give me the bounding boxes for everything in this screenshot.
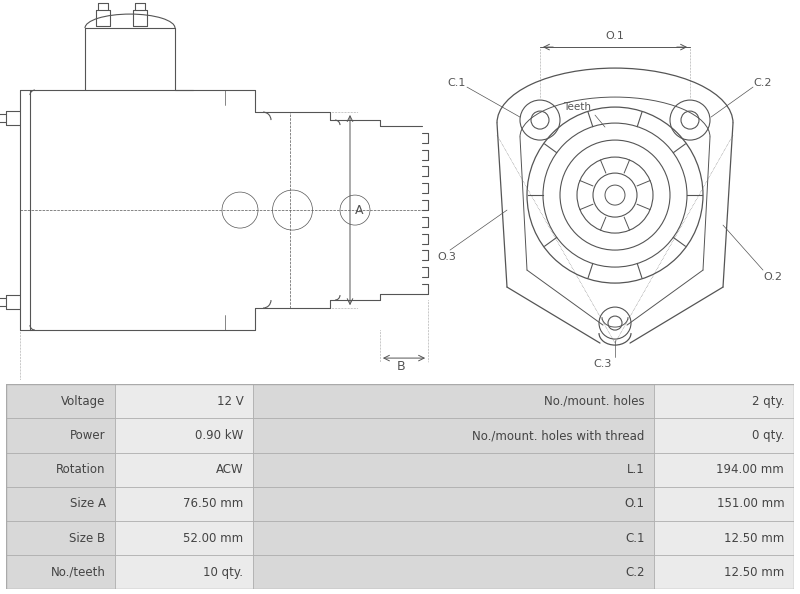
Text: 76.50 mm: 76.50 mm <box>183 497 243 510</box>
Text: ACW: ACW <box>216 463 243 476</box>
Bar <box>253 487 654 521</box>
Text: A: A <box>355 204 363 217</box>
Text: 0 qty.: 0 qty. <box>752 429 784 442</box>
Text: Size A: Size A <box>70 497 106 510</box>
Text: Voltage: Voltage <box>62 395 106 408</box>
Bar <box>253 555 654 589</box>
Text: O.1: O.1 <box>606 31 625 41</box>
Bar <box>654 418 794 453</box>
Bar <box>115 487 253 521</box>
Text: 52.00 mm: 52.00 mm <box>183 532 243 545</box>
Bar <box>654 487 794 521</box>
Text: C.2: C.2 <box>626 565 645 579</box>
Bar <box>6 555 115 589</box>
Bar <box>115 521 253 555</box>
Bar <box>6 418 115 453</box>
Text: No./mount. holes with thread: No./mount. holes with thread <box>473 429 645 442</box>
Text: C.1: C.1 <box>626 532 645 545</box>
Bar <box>115 555 253 589</box>
Text: 12.50 mm: 12.50 mm <box>724 532 784 545</box>
Bar <box>253 418 654 453</box>
Text: 10 qty.: 10 qty. <box>203 565 243 579</box>
Text: 194.00 mm: 194.00 mm <box>717 463 784 476</box>
Text: Teeth: Teeth <box>563 102 591 112</box>
Bar <box>654 453 794 487</box>
Bar <box>6 487 115 521</box>
Text: C.2: C.2 <box>753 78 771 88</box>
Text: No./mount. holes: No./mount. holes <box>544 395 645 408</box>
Text: No./teeth: No./teeth <box>50 565 106 579</box>
Bar <box>253 453 654 487</box>
Text: C.3: C.3 <box>594 359 612 369</box>
Text: L.1: L.1 <box>214 384 234 397</box>
Text: O.1: O.1 <box>625 497 645 510</box>
Bar <box>115 453 253 487</box>
Text: Power: Power <box>70 429 106 442</box>
Text: Rotation: Rotation <box>56 463 106 476</box>
Text: 12.50 mm: 12.50 mm <box>724 565 784 579</box>
Text: 0.90 kW: 0.90 kW <box>195 429 243 442</box>
Bar <box>6 521 115 555</box>
Bar <box>654 521 794 555</box>
Bar <box>115 418 253 453</box>
Text: O.3: O.3 <box>437 252 456 262</box>
Text: 2 qty.: 2 qty. <box>751 395 784 408</box>
Text: Size B: Size B <box>70 532 106 545</box>
Text: 12 V: 12 V <box>217 395 243 408</box>
Bar <box>654 384 794 418</box>
Bar <box>6 384 115 418</box>
Bar <box>253 384 654 418</box>
Bar <box>115 384 253 418</box>
Text: 151.00 mm: 151.00 mm <box>717 497 784 510</box>
Bar <box>6 453 115 487</box>
Text: O.2: O.2 <box>763 272 782 282</box>
Text: B: B <box>397 360 406 373</box>
Text: L.1: L.1 <box>627 463 645 476</box>
Text: C.1: C.1 <box>447 78 466 88</box>
Bar <box>654 555 794 589</box>
Bar <box>253 521 654 555</box>
